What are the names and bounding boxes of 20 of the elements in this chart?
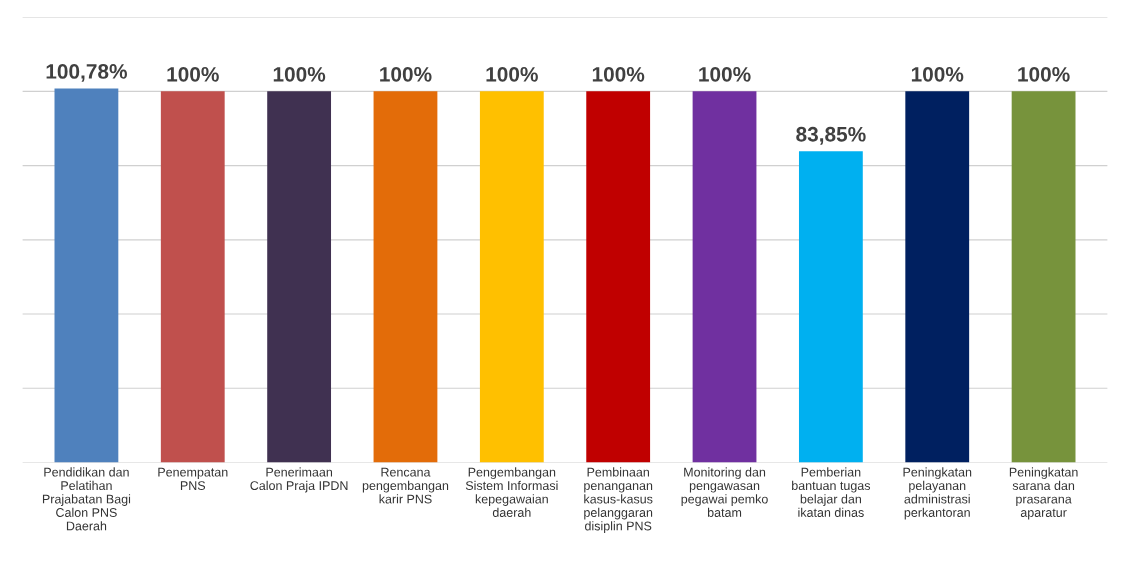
data-label: 100% [273, 66, 326, 82]
x-tick-label: Pembinaan penanganan kasus-kasus pelanggaran disiplin PNS [584, 467, 653, 533]
data-label: 100% [911, 66, 964, 82]
data-label: 100% [486, 66, 538, 82]
x-tick-label: Penempatan PNS [158, 467, 228, 491]
data-label: 100% [380, 66, 432, 82]
x-tick-label: Pemberian bantuan tugas belajar dan ikatan dinas [792, 467, 871, 517]
data-label: 100% [699, 66, 751, 82]
data-label: 100,78% [46, 64, 127, 82]
data-label: 83,85% [796, 126, 866, 145]
data-label: 100% [592, 66, 645, 82]
data-label: 100% [167, 66, 219, 82]
x-tick-label: Monitoring dan pengawasan pegawai pemko batam [681, 467, 768, 517]
x-tick-label: Peningkatan sarana dan prasarana aparatur [1009, 467, 1078, 520]
x-tick-label: Pendidikan dan Pelatihan Prajabatan Bagi Calon PNS Daerah [42, 467, 131, 531]
x-tick-label: Penerimaan Calon Praja IPDN [250, 467, 348, 493]
x-tick-label: Rencana pengembangan karir PNS [362, 467, 449, 504]
data-label: 100% [1018, 66, 1070, 82]
x-tick-label: Peningkatan pelayanan administrasi perkantoran [903, 467, 972, 520]
x-tick-label: Pengembangan Sistem Informasi kepegawaian daerah [465, 467, 558, 517]
